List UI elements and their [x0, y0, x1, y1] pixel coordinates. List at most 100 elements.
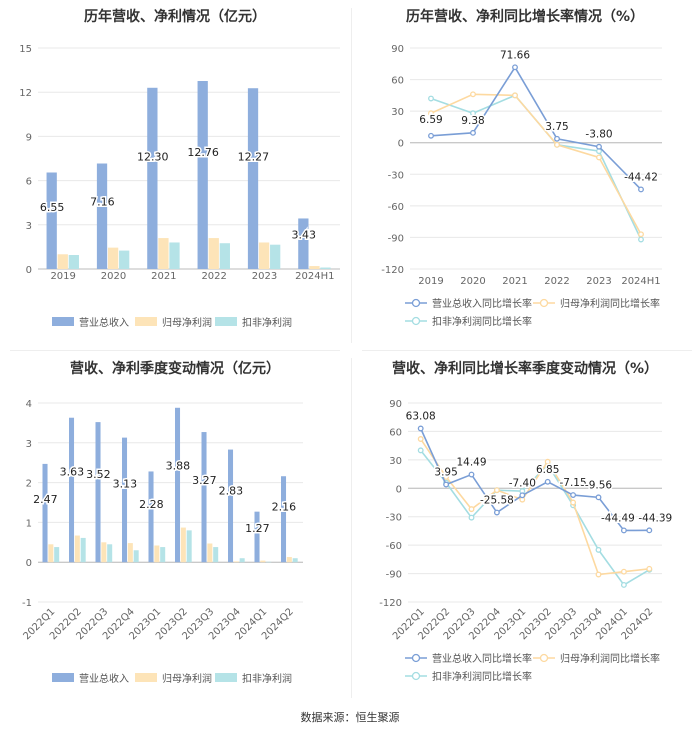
y-tick-label: 60 [391, 76, 404, 87]
data-point-归母净利润同比增长率 [468, 506, 475, 513]
annual-growth-rate-chart: 历年营收、净利同比增长率情况（%） -120 -90 -60 -30 0 30 60 90 20… [350, 0, 700, 350]
divider-vertical-top [351, 8, 352, 343]
bar-归母净利润 [74, 535, 80, 563]
y-tick-label: 90 [389, 399, 402, 410]
bar-归母净利润 [207, 543, 213, 563]
legend-label: 归母净利润 [162, 672, 212, 685]
legend-swatch [135, 317, 157, 326]
bar-扣非净利润 [239, 558, 245, 563]
data-point-营业总收入同比增长率 [470, 129, 476, 136]
legend-label: 扣非净利润 [242, 316, 292, 329]
y-tick-label: -30 [388, 170, 404, 181]
bar-扣非净利润 [266, 561, 272, 563]
data-point-归母净利润同比增长率 [443, 473, 450, 480]
data-point-营业总收入同比增长率 [417, 425, 424, 432]
bar-营业总收入 [147, 87, 158, 269]
bar-营业总收入 [42, 463, 48, 563]
data-label: -7.15 [560, 477, 587, 489]
data-label: -44.39 [638, 512, 672, 524]
series-line-营业总收入同比增长率 [419, 428, 650, 532]
data-point-营业总收入同比增长率 [596, 143, 602, 150]
legend-swatch-marker [411, 671, 421, 681]
bar-扣非净利润 [213, 547, 219, 563]
chart-plot: -120 -90 -60 -30 0 30 60 90 2019 2020 2021 2022 2023… [381, 44, 662, 328]
bar-营业总收入 [96, 163, 108, 269]
divider-horizontal-right [362, 350, 692, 351]
bar-归母净利润 [127, 543, 133, 563]
chart-title: 历年营收、净利情况（亿元） [84, 9, 266, 25]
y-tick-label: 3 [26, 439, 32, 450]
y-tick-label: 4 [26, 399, 32, 410]
data-label: 6.59 [419, 114, 442, 126]
bar-营业总收入 [197, 81, 208, 269]
y-tick-label: 30 [391, 107, 404, 118]
y-tick-label: 90 [391, 44, 404, 55]
legend-label: 归母净利润 [162, 316, 212, 329]
y-tick-label: -1 [22, 598, 32, 609]
bar-归母净利润 [48, 544, 54, 563]
bar-扣非净利润 [270, 244, 281, 269]
bar-营业总收入 [46, 172, 57, 269]
x-tick-label: 2024H1 [621, 276, 660, 287]
y-tick-label: -30 [386, 513, 402, 524]
data-label: 2.28 [139, 498, 164, 511]
y-tick-label: 0 [26, 558, 32, 569]
y-tick-label: 0 [26, 265, 32, 276]
bar-扣非净利润 [107, 544, 113, 563]
bar-扣非净利润 [54, 547, 60, 563]
data-point-扣非净利润同比增长率 [417, 447, 424, 454]
data-label: 14.49 [456, 457, 486, 469]
y-tick-label: 30 [389, 456, 402, 467]
data-label: 6.55 [40, 201, 65, 214]
bar-归母净利润 [258, 242, 270, 269]
legend-label: 扣非净利润 [242, 672, 292, 685]
legend-label: 营业总收入 [79, 672, 129, 685]
y-tick-label: 3 [26, 221, 32, 232]
data-label: 3.95 [434, 467, 457, 479]
data-label: -7.40 [509, 477, 536, 489]
data-point-归母净利润同比增长率 [596, 154, 602, 161]
data-point-营业总收入同比增长率 [443, 481, 450, 488]
legend-swatch [215, 673, 237, 682]
data-point-营业总收入同比增长率 [493, 509, 500, 516]
data-point-归母净利润同比增长率 [646, 565, 653, 572]
legend-label: 归母净利润同比增长率 [560, 297, 660, 310]
data-point-营业总收入同比增长率 [468, 471, 475, 478]
data-label: 3.63 [60, 466, 85, 479]
x-tick-label: 2021 [151, 271, 176, 282]
y-tick-label: -120 [381, 265, 404, 276]
series-line-归母净利润同比增长率 [420, 438, 650, 576]
data-label: 71.66 [500, 49, 530, 61]
data-label: 3.52 [86, 468, 111, 481]
bar-扣非净利润 [133, 550, 139, 563]
data-point-归母净利润同比增长率 [638, 231, 644, 238]
legend-label: 归母净利润同比增长率 [560, 652, 660, 665]
y-tick-label: 1 [26, 518, 32, 529]
data-point-归母净利润同比增长率 [620, 568, 627, 575]
bar-扣非净利润 [219, 243, 230, 269]
divider-horizontal-left [10, 350, 340, 351]
data-label: 3.27 [192, 474, 217, 487]
bar-扣非净利润 [119, 250, 130, 269]
x-tick-label: 2024H1 [295, 271, 334, 282]
bar-营业总收入 [95, 422, 101, 563]
bar-归母净利润 [286, 557, 292, 563]
data-point-扣非净利润同比增长率 [468, 514, 475, 521]
data-point-营业总收入同比增长率 [554, 135, 560, 142]
bar-营业总收入 [175, 407, 181, 563]
data-point-营业总收入同比增长率 [620, 527, 627, 534]
series-line-扣非净利润同比增长率 [420, 449, 650, 587]
x-tick-label: 2022 [201, 271, 226, 282]
legend-swatch-marker [411, 653, 421, 663]
data-label: 3.88 [166, 460, 191, 473]
data-point-营业总收入同比增长率 [646, 527, 653, 534]
data-point-归母净利润同比增长率 [417, 436, 424, 442]
bar-扣非净利润 [320, 267, 331, 269]
data-label: 2.16 [272, 501, 297, 514]
data-label: 12.30 [137, 150, 169, 163]
bar-归母净利润 [101, 542, 107, 563]
data-point-归母净利润同比增长率 [595, 571, 602, 578]
y-tick-label: -90 [388, 233, 404, 244]
y-tick-label: 9 [26, 132, 32, 143]
legend-label: 营业总收入 [79, 316, 129, 329]
